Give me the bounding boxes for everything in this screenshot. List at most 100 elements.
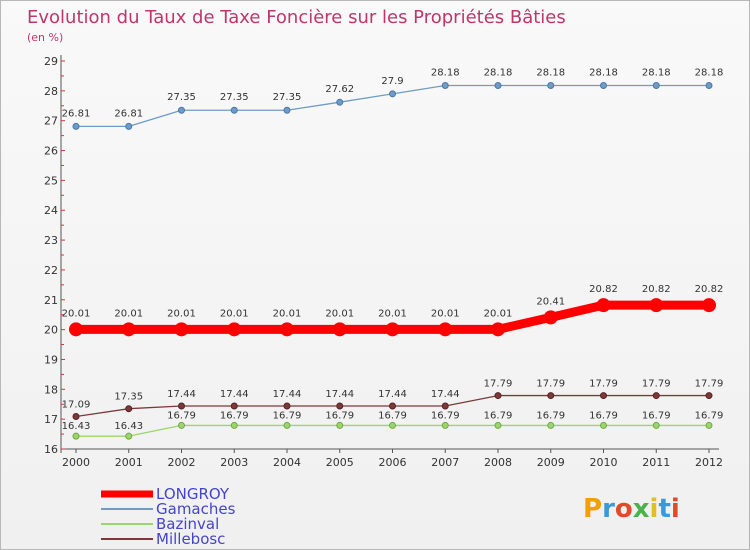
data-point xyxy=(230,402,238,410)
x-tick-label: 2004 xyxy=(273,456,301,469)
data-point xyxy=(178,421,185,429)
data-label: 17.79 xyxy=(484,379,513,390)
data-point xyxy=(494,421,502,429)
data-point xyxy=(336,421,344,429)
data-point xyxy=(385,322,400,337)
data-label: 16.79 xyxy=(484,410,513,421)
data-label: 27.35 xyxy=(273,92,302,103)
data-label: 27.35 xyxy=(220,92,249,103)
data-point xyxy=(649,298,664,313)
data-label: 17.44 xyxy=(378,389,407,400)
legend-label: Gamaches xyxy=(156,500,236,518)
data-label: 26.81 xyxy=(62,108,91,119)
data-label: 16.43 xyxy=(62,421,91,432)
legend-label: Millebosc xyxy=(156,530,225,548)
x-tick-label: 2006 xyxy=(379,456,407,469)
data-point xyxy=(283,106,291,114)
data-point xyxy=(280,322,294,337)
data-label: 28.18 xyxy=(431,67,460,78)
data-label: 28.18 xyxy=(589,67,618,78)
data-point xyxy=(596,298,611,313)
data-label: 16.79 xyxy=(431,410,460,421)
data-point xyxy=(547,392,555,400)
data-point xyxy=(283,421,291,429)
data-point xyxy=(174,322,189,337)
data-label: 17.44 xyxy=(167,389,196,400)
legend-label: LONGROY xyxy=(156,485,230,503)
y-tick-label: 28 xyxy=(44,85,58,98)
data-label: 17.35 xyxy=(114,392,143,403)
data-label: 16.79 xyxy=(642,410,671,421)
axes: 16 17 18 19 20 21 22 23 24 25 26 27 28 29 2000 2001 2002… xyxy=(44,55,723,469)
data-point xyxy=(547,81,555,89)
chart-subtitle: (en %) xyxy=(27,31,63,44)
data-label: 27.9 xyxy=(381,76,403,87)
data-point xyxy=(705,81,713,89)
data-point xyxy=(283,402,291,410)
y-tick-label: 21 xyxy=(44,294,58,307)
data-label: 20.01 xyxy=(273,308,302,319)
data-label: 16.79 xyxy=(220,410,249,421)
data-label: 20.82 xyxy=(642,284,671,295)
data-point xyxy=(178,106,185,114)
data-label: 20.01 xyxy=(431,308,460,319)
data-point xyxy=(547,421,555,429)
x-tick-label: 2008 xyxy=(484,456,512,469)
data-point xyxy=(652,81,660,89)
series-gamaches: 26.81 26.81 27.35 27.35 27.35 27.62 27.9 28.18 2… xyxy=(62,67,724,130)
x-tick-label: 2001 xyxy=(115,456,143,469)
data-point xyxy=(600,392,607,400)
data-label: 27.62 xyxy=(325,84,354,95)
data-point xyxy=(494,81,502,89)
proxiti-logo: Proxiti xyxy=(583,494,680,524)
data-point xyxy=(438,322,453,337)
y-tick-label: 16 xyxy=(44,443,58,456)
data-label: 26.81 xyxy=(114,108,143,119)
data-point xyxy=(72,432,80,440)
data-point xyxy=(72,412,80,420)
x-tick-label: 2000 xyxy=(62,456,90,469)
data-label: 17.79 xyxy=(536,379,565,390)
x-tick-label: 2011 xyxy=(642,456,670,469)
data-point xyxy=(441,81,449,89)
data-label: 17.09 xyxy=(62,399,91,410)
logo-text: Proxiti xyxy=(583,494,680,524)
data-label: 20.01 xyxy=(484,308,513,319)
series-layer: 26.81 26.81 27.35 27.35 27.35 27.62 27.9 28.18 2… xyxy=(62,67,724,440)
data-point xyxy=(705,392,713,400)
data-label: 20.01 xyxy=(62,308,91,319)
data-label: 28.18 xyxy=(695,67,724,78)
data-label: 17.44 xyxy=(220,389,249,400)
series-bazinval: 16.43 16.43 16.79 16.79 16.79 16.79 16.79 16.79… xyxy=(62,410,724,440)
y-tick-label: 17 xyxy=(44,413,58,426)
data-point xyxy=(494,392,502,400)
data-label: 20.01 xyxy=(220,308,249,319)
x-tick-label: 2012 xyxy=(695,456,723,469)
data-point xyxy=(178,402,185,410)
y-tick-label: 24 xyxy=(44,204,58,217)
data-label: 17.44 xyxy=(325,389,354,400)
data-point xyxy=(652,421,660,429)
x-tick-label: 2005 xyxy=(326,456,354,469)
y-tick-label: 18 xyxy=(44,383,58,396)
data-point xyxy=(491,322,505,337)
data-label: 16.79 xyxy=(378,410,407,421)
y-tick-label: 20 xyxy=(44,324,58,337)
x-tick-label: 2002 xyxy=(168,456,196,469)
data-point xyxy=(121,322,136,337)
data-label: 20.41 xyxy=(536,296,565,307)
data-point xyxy=(336,98,344,106)
data-label: 16.79 xyxy=(695,410,724,421)
y-tick-label: 29 xyxy=(44,55,58,68)
data-label: 20.01 xyxy=(378,308,407,319)
data-point xyxy=(230,421,238,429)
x-tick-label: 2010 xyxy=(590,456,618,469)
data-point xyxy=(389,402,396,410)
y-tick-label: 23 xyxy=(44,234,58,247)
x-tick-label: 2007 xyxy=(431,456,459,469)
x-tick-label: 2009 xyxy=(537,456,565,469)
data-label: 16.79 xyxy=(536,410,565,421)
data-point xyxy=(125,432,133,440)
